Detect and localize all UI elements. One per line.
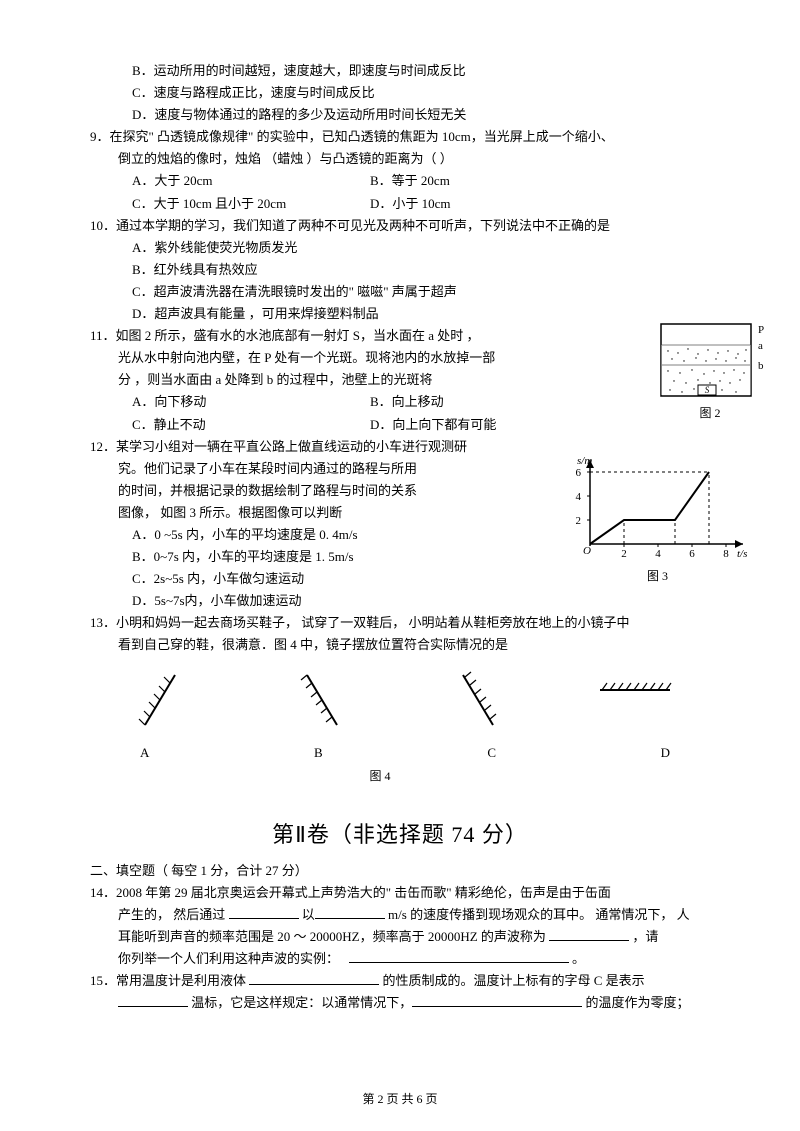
svg-text:6: 6 (576, 467, 582, 479)
fig4-label-a: A (140, 742, 149, 764)
svg-text:O: O (583, 545, 591, 557)
svg-text:P: P (758, 324, 764, 336)
q8-opt-b: B．运动所用的时间越短，速度越大，即速度与时间成反比 (90, 60, 710, 82)
fig4-label-c: C (487, 742, 496, 764)
q10: 10．通过本学期的学习，我们知道了两种不可见光及两种不可听声，下列说法中不正确的… (90, 215, 710, 325)
svg-text:t/s: t/s (737, 548, 747, 559)
q13: 13．小明和妈妈一起去商场买鞋子， 试穿了一双鞋后， 小明站着从鞋柜旁放在地上的… (90, 612, 710, 786)
q8-opt-d: D．速度与物体通过的路程的多少及运动所用时间长短无关 (90, 104, 710, 126)
q12-opt-d: D．5s~7s内，小车做加速运动 (90, 590, 710, 612)
q14-line3: 耳能听到声音的频率范围是 20 ～ 20000HZ，频率高于 20000HZ 的… (90, 926, 710, 948)
figure-2: S P a b 图 2 (660, 323, 770, 423)
q10-opt-a: A．紫外线能使荧光物质发光 (90, 237, 710, 259)
q10-stem: 10．通过本学期的学习，我们知道了两种不可见光及两种不可听声，下列说法中不正确的… (90, 215, 710, 237)
svg-text:2: 2 (576, 515, 582, 527)
q14: 14．2008 年第 29 届北京奥运会开幕式上声势浩大的" 击缶而歌" 精彩绝… (90, 882, 710, 970)
q13-line1: 13．小明和妈妈一起去商场买鞋子， 试穿了一双鞋后， 小明站着从鞋柜旁放在地上的… (90, 612, 710, 634)
fig4-c (433, 665, 523, 742)
fig4-label-b: B (314, 742, 323, 764)
q9-stem2: 倒立的烛焰的像时，烛焰 （蜡烛 ）与凸透镜的距离为（ ） (90, 148, 710, 170)
figure-4-label: 图 4 (90, 766, 710, 786)
q8-options: B．运动所用的时间越短，速度越大，即速度与时间成反比 C．速度与路程成正比，速度… (90, 60, 710, 126)
q13-line2: 看到自己穿的鞋，很满意．图 4 中，镜子摆放位置符合实际情况的是 (90, 634, 710, 656)
svg-text:2: 2 (621, 548, 627, 559)
q15-line2: 温标，它是这样规定：以通常情况下， 的温度作为零度； (90, 992, 710, 1014)
q9-stem1: 9．在探究" 凸透镜成像规律" 的实验中，已知凸透镜的焦距为 10cm，当光屏上… (90, 126, 710, 148)
q12: 12．某学习小组对一辆在平直公路上做直线运动的小车进行观测研 究。他们记录了小车… (90, 436, 710, 613)
fig4-a (120, 665, 210, 742)
q10-opt-d: D．超声波具有能量 ，可用来焊接塑料制品 (90, 303, 710, 325)
q14-line4: 你列举一个人们利用这种声波的实例： 。 (90, 948, 710, 970)
q8-opt-c: C．速度与路程成正比，速度与时间成反比 (90, 82, 710, 104)
section-2-subtitle: 二、填空题（ 每空 1 分，合计 27 分） (90, 860, 710, 882)
q9: 9．在探究" 凸透镜成像规律" 的实验中，已知凸透镜的焦距为 10cm，当光屏上… (90, 126, 710, 214)
q10-opt-b: B．红外线具有热效应 (90, 259, 710, 281)
section-2-title: 第Ⅱ卷（非选择题 74 分） (90, 816, 710, 853)
q9-opt-b: B．等于 20cm (370, 170, 710, 192)
figure-2-label: 图 2 (660, 403, 770, 423)
fig4-d (590, 665, 680, 742)
svg-text:8: 8 (723, 548, 729, 559)
q9-opt-d: D．小于 10cm (370, 193, 710, 215)
q11-opt-b: B．向上移动 (370, 391, 710, 413)
q15: 15．常用温度计是利用液体 的性质制成的。温度计上标有的字母 C 是表示 温标，… (90, 970, 710, 1014)
q14-line1: 14．2008 年第 29 届北京奥运会开幕式上声势浩大的" 击缶而歌" 精彩绝… (90, 882, 710, 904)
fig4-b (277, 665, 367, 742)
q11-opt-d: D．向上向下都有可能 (370, 414, 710, 436)
q11-line1: 11．如图 2 所示，盛有水的水池底部有一射灯 S，当水面在 a 处时 ， (90, 325, 710, 347)
figure-4-row (90, 657, 710, 742)
q11: 11．如图 2 所示，盛有水的水池底部有一射灯 S，当水面在 a 处时 ， 光从… (90, 325, 710, 435)
figure-3: 2 4 6 2 4 6 8 O s/m t/s 图 (565, 454, 750, 586)
q11-line3: 分 ，则当水面由 a 处降到 b 的过程中，池壁上的光斑将 (90, 369, 710, 391)
q11-line2: 光从水中射向池内壁，在 P 处有一个光斑。现将池内的水放掉一部 (90, 347, 710, 369)
q11-opt-a: A．向下移动 (90, 391, 370, 413)
q9-opt-c: C．大于 10cm 且小于 20cm (90, 193, 370, 215)
q10-opt-c: C．超声波清洗器在清洗眼镜时发出的" 嗞嗞" 声属于超声 (90, 281, 710, 303)
svg-text:a: a (758, 340, 763, 352)
fig4-label-d: D (661, 742, 670, 764)
svg-text:4: 4 (655, 548, 661, 559)
q14-line2: 产生的， 然后通过 以 m/s 的速度传播到现场观众的耳中。 通常情况下， 人 (90, 904, 710, 926)
svg-text:6: 6 (689, 548, 695, 559)
q9-opt-a: A．大于 20cm (90, 170, 370, 192)
q11-opt-c: C．静止不动 (90, 414, 370, 436)
svg-text:s/m: s/m (577, 455, 592, 467)
q15-line1: 15．常用温度计是利用液体 的性质制成的。温度计上标有的字母 C 是表示 (90, 970, 710, 992)
fig4-labels: A B C D (90, 742, 710, 764)
page-footer: 第 2 页 共 6 页 (0, 1089, 800, 1109)
svg-text:b: b (758, 360, 764, 372)
svg-text:4: 4 (576, 491, 582, 503)
svg-text:S: S (705, 385, 710, 395)
figure-3-label: 图 3 (565, 566, 750, 586)
